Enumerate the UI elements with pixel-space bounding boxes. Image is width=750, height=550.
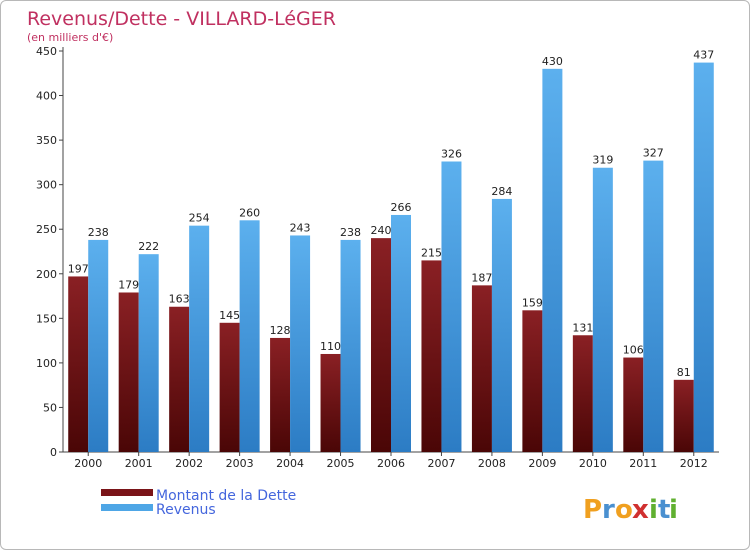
bar-revenus <box>491 198 512 452</box>
legend-label-debt: Montant de la Dette <box>156 488 296 504</box>
bar-debt <box>371 238 391 452</box>
logo-letter: o <box>615 495 633 525</box>
data-label-revenus: 327 <box>643 147 664 160</box>
legend-swatch-revenus <box>101 504 153 511</box>
y-tick-label: 450 <box>36 45 57 58</box>
logo-letter: r <box>602 495 615 525</box>
bar-revenus <box>189 225 210 452</box>
x-tick-label: 2002 <box>175 457 203 470</box>
bar-revenus <box>542 68 563 453</box>
data-label-revenus: 243 <box>290 221 311 234</box>
data-label-debt: 131 <box>572 321 593 334</box>
x-tick-label: 2003 <box>226 457 254 470</box>
bar-debt <box>572 335 593 452</box>
data-label-debt: 215 <box>421 246 442 259</box>
x-tick-label: 2007 <box>427 457 455 470</box>
logo-letter: i <box>649 495 658 525</box>
data-label-debt: 179 <box>118 278 139 291</box>
data-label-debt: 159 <box>522 296 543 309</box>
legend-label-revenus: Revenus <box>156 502 216 518</box>
bar-revenus <box>441 161 462 452</box>
y-tick-label: 150 <box>36 312 57 325</box>
bar-debt <box>673 379 694 452</box>
bar-revenus <box>391 214 411 452</box>
bar-debt <box>623 357 644 452</box>
data-label-debt: 197 <box>68 262 89 275</box>
y-tick-label: 0 <box>50 446 57 459</box>
logo-letter: t <box>658 495 670 525</box>
x-tick-label: 2005 <box>327 457 355 470</box>
bar-debt <box>421 260 442 452</box>
logo-letter: i <box>669 495 678 525</box>
data-label-revenus: 238 <box>88 226 109 239</box>
bar-debt <box>471 285 492 452</box>
bar-debt <box>320 353 341 452</box>
bar-revenus <box>643 160 664 452</box>
data-label-debt: 128 <box>270 324 291 337</box>
x-tick-label: 2010 <box>579 457 607 470</box>
bar-revenus <box>340 239 361 452</box>
y-tick-label: 400 <box>36 90 57 103</box>
bar-revenus <box>88 239 109 452</box>
logo-letter: P <box>583 495 602 525</box>
bar-revenus <box>239 220 260 452</box>
y-tick-label: 250 <box>36 223 57 236</box>
bar-debt <box>219 322 240 452</box>
y-tick-label: 100 <box>36 357 57 370</box>
x-tick-label: 2001 <box>125 457 153 470</box>
data-label-revenus: 284 <box>491 185 512 198</box>
bar-revenus <box>693 62 714 453</box>
y-tick-label: 350 <box>36 134 57 147</box>
x-tick-label: 2000 <box>74 457 102 470</box>
x-tick-label: 2011 <box>629 457 657 470</box>
bar-debt <box>270 337 291 452</box>
y-tick-label: 300 <box>36 179 57 192</box>
data-label-revenus: 254 <box>189 212 210 225</box>
bar-revenus <box>592 167 613 453</box>
data-label-revenus: 326 <box>441 147 462 160</box>
data-label-revenus: 238 <box>340 226 361 239</box>
data-label-revenus: 222 <box>138 240 159 253</box>
data-label-debt: 110 <box>320 340 341 353</box>
y-tick-label: 200 <box>36 268 57 281</box>
bar-debt <box>169 306 190 452</box>
data-label-revenus: 319 <box>592 154 613 167</box>
bar-debt <box>118 292 139 452</box>
chart-subtitle: (en milliers d'€) <box>27 31 113 44</box>
data-label-revenus: 266 <box>391 201 412 214</box>
logo-letter: x <box>632 495 649 525</box>
data-label-debt: 240 <box>371 224 392 237</box>
y-tick-label: 50 <box>43 401 57 414</box>
chart-title: Revenus/Dette - VILLARD-LéGER <box>27 8 336 30</box>
x-tick-label: 2006 <box>377 457 405 470</box>
data-label-revenus: 437 <box>693 49 714 62</box>
bar-revenus <box>138 254 159 452</box>
plot-area: 0 50 100 150 200 250 300 350 400 450 197 238 2000 179… <box>36 45 719 470</box>
x-tick-label: 2008 <box>478 457 506 470</box>
data-label-revenus: 430 <box>542 55 563 68</box>
x-tick-label: 2009 <box>528 457 556 470</box>
x-tick-label: 2004 <box>276 457 304 470</box>
bar-debt <box>522 310 543 452</box>
bar-revenus <box>290 235 311 452</box>
data-label-debt: 81 <box>677 366 691 379</box>
data-label-debt: 106 <box>623 344 644 357</box>
legend: Montant de la Dette Revenus <box>101 488 296 518</box>
x-tick-label: 2012 <box>680 457 708 470</box>
bar-debt <box>68 276 89 452</box>
legend-swatch-debt <box>101 489 153 496</box>
data-label-debt: 187 <box>471 271 492 284</box>
data-label-revenus: 260 <box>239 206 260 219</box>
data-label-debt: 145 <box>219 309 240 322</box>
data-label-debt: 163 <box>169 293 190 306</box>
